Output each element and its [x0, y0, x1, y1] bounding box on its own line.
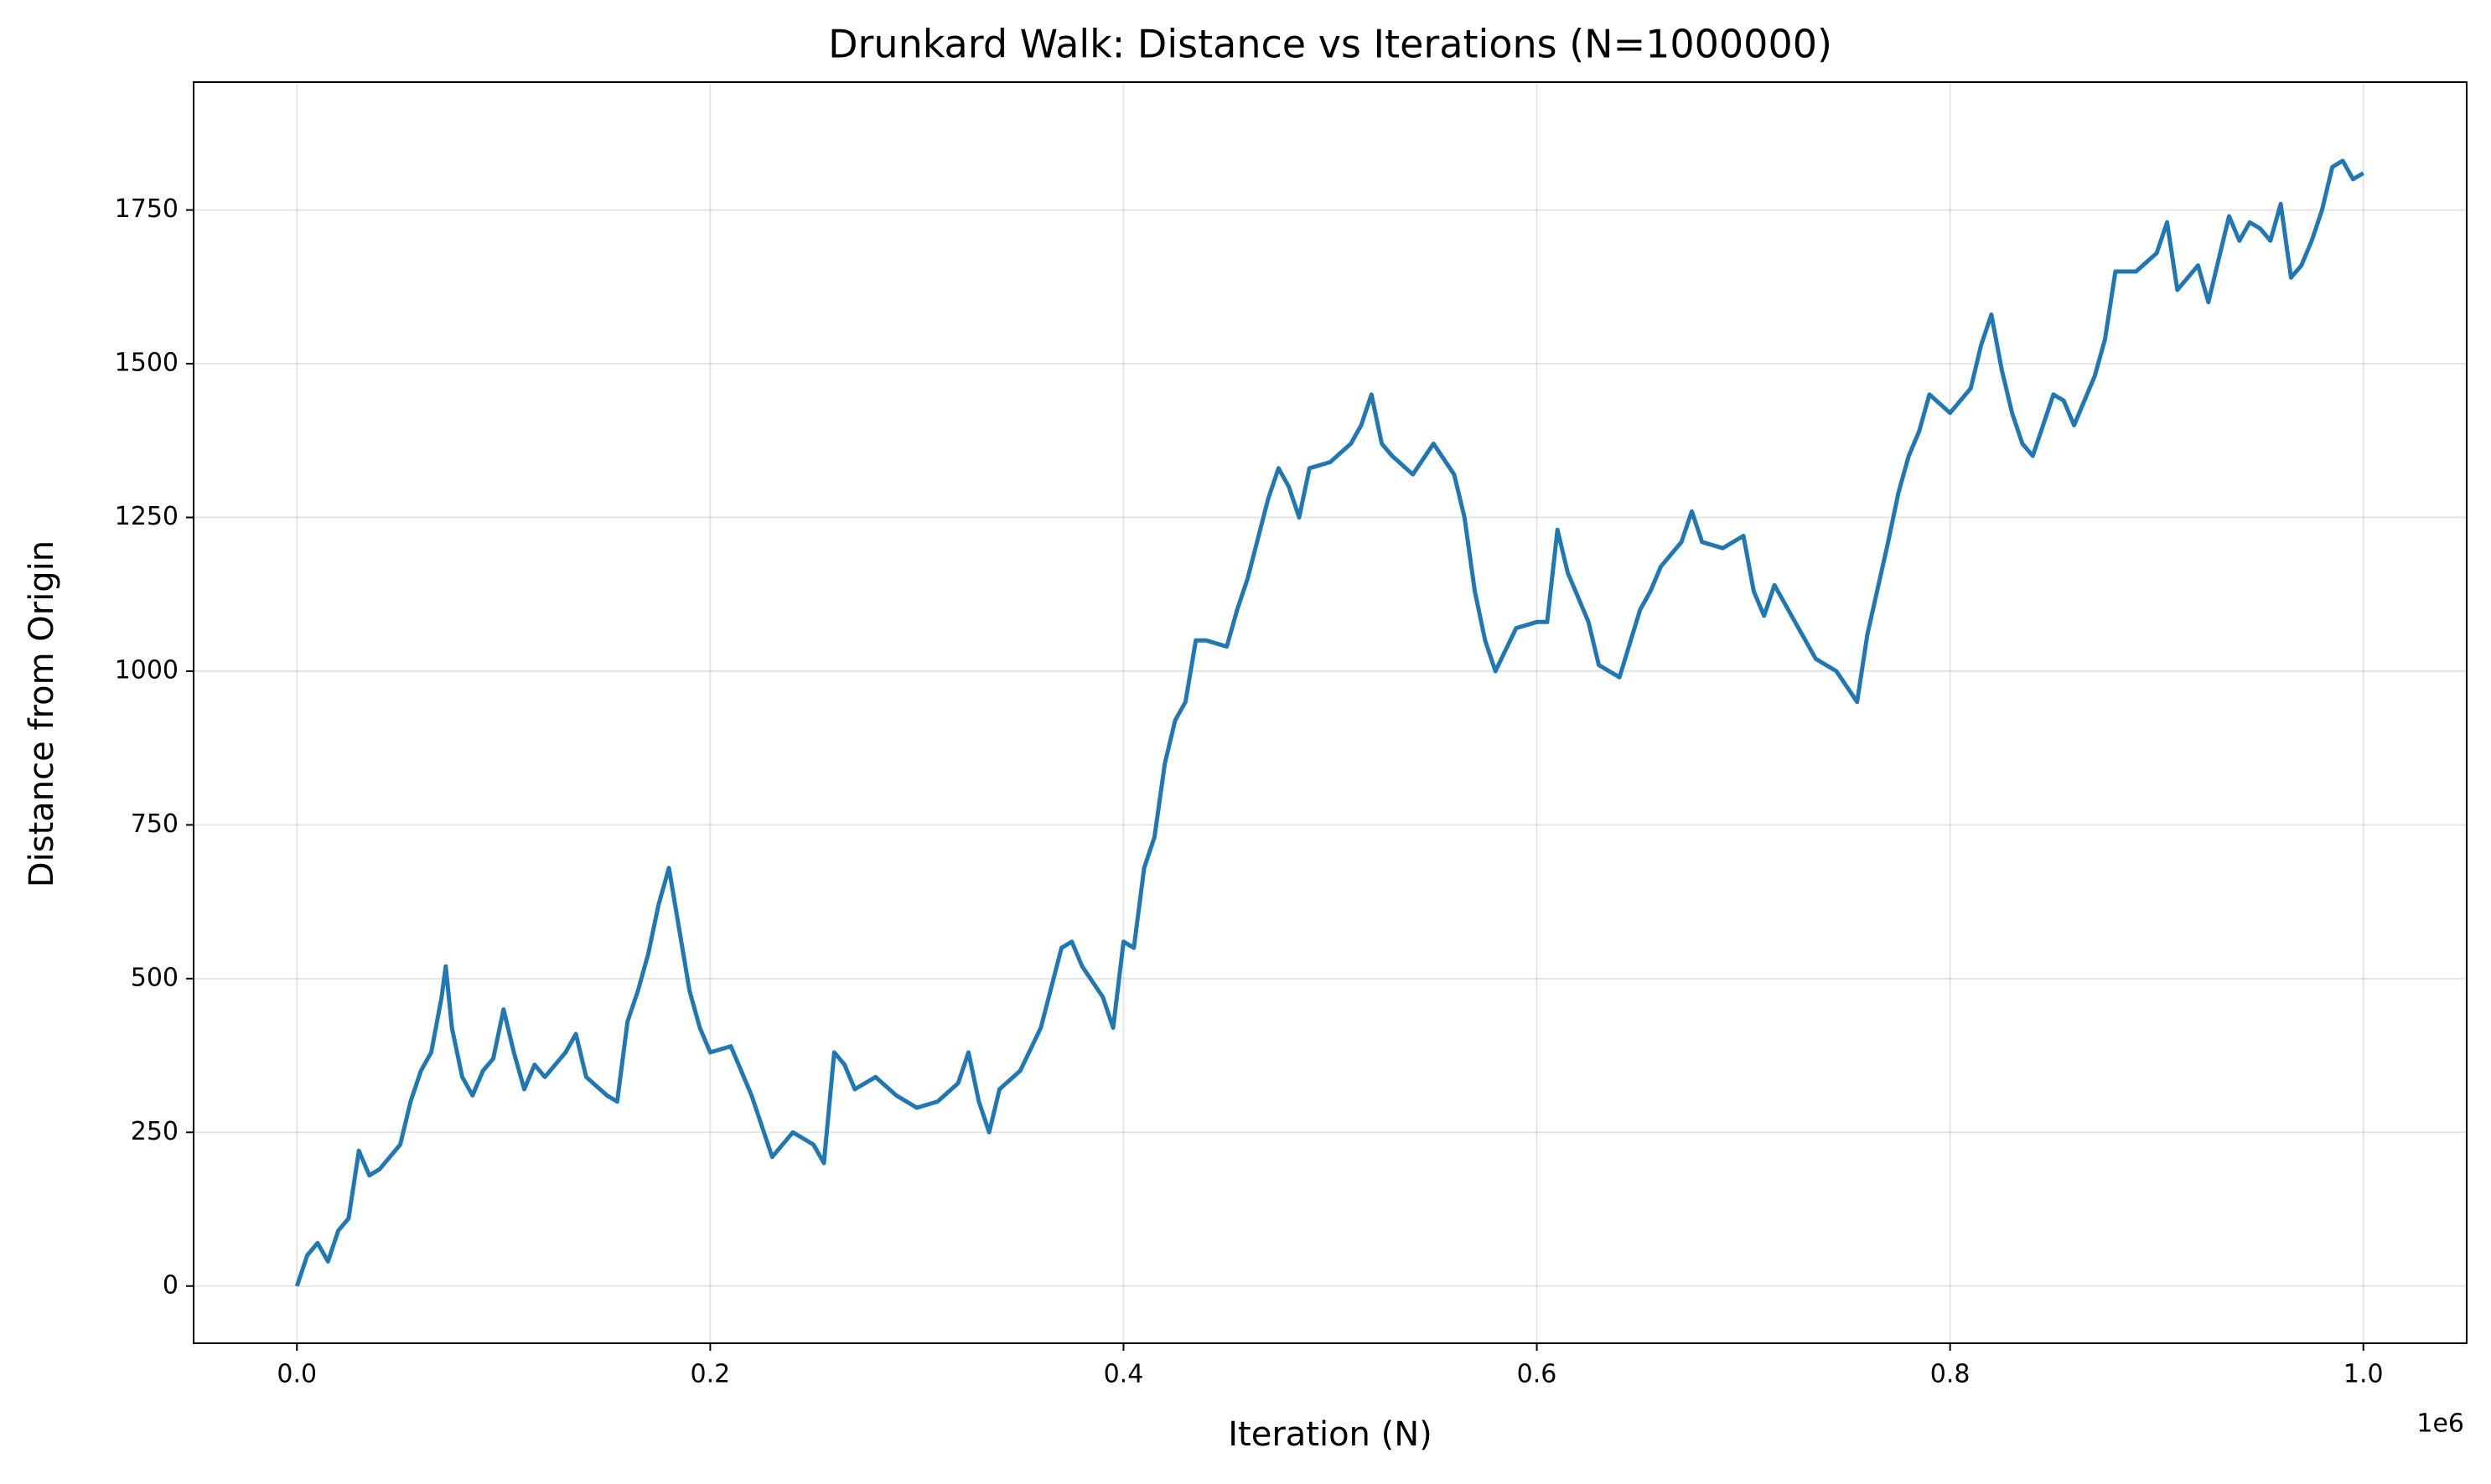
y-tick-label: 1250: [115, 502, 179, 531]
x-tick-label: 0.6: [1517, 1360, 1557, 1389]
chart-title: Drunkard Walk: Distance vs Iterations (N…: [828, 22, 1832, 67]
x-axis-label: Iteration (N): [1228, 1415, 1432, 1454]
x-tick-label: 1.0: [2343, 1360, 2384, 1389]
y-tick-label: 1000: [115, 655, 179, 685]
y-tick-label: 1750: [115, 194, 179, 224]
y-axis-label: Distance from Origin: [23, 540, 61, 887]
x-offset-label: 1e6: [2416, 1409, 2464, 1439]
y-tick-label: 250: [131, 1117, 179, 1146]
x-tick-label: 0.8: [1930, 1360, 1971, 1389]
data-line: [294, 158, 2364, 1287]
x-tick-label: 0.4: [1104, 1360, 1144, 1389]
y-tick-label: 0: [163, 1270, 179, 1300]
y-tick-label: 500: [131, 963, 179, 992]
plot-frame: [193, 81, 2468, 1344]
y-tick-label: 750: [131, 809, 179, 839]
y-tick-label: 1500: [115, 349, 179, 378]
x-tick-label: 0.2: [691, 1360, 731, 1389]
x-tick-label: 0.0: [277, 1360, 317, 1389]
